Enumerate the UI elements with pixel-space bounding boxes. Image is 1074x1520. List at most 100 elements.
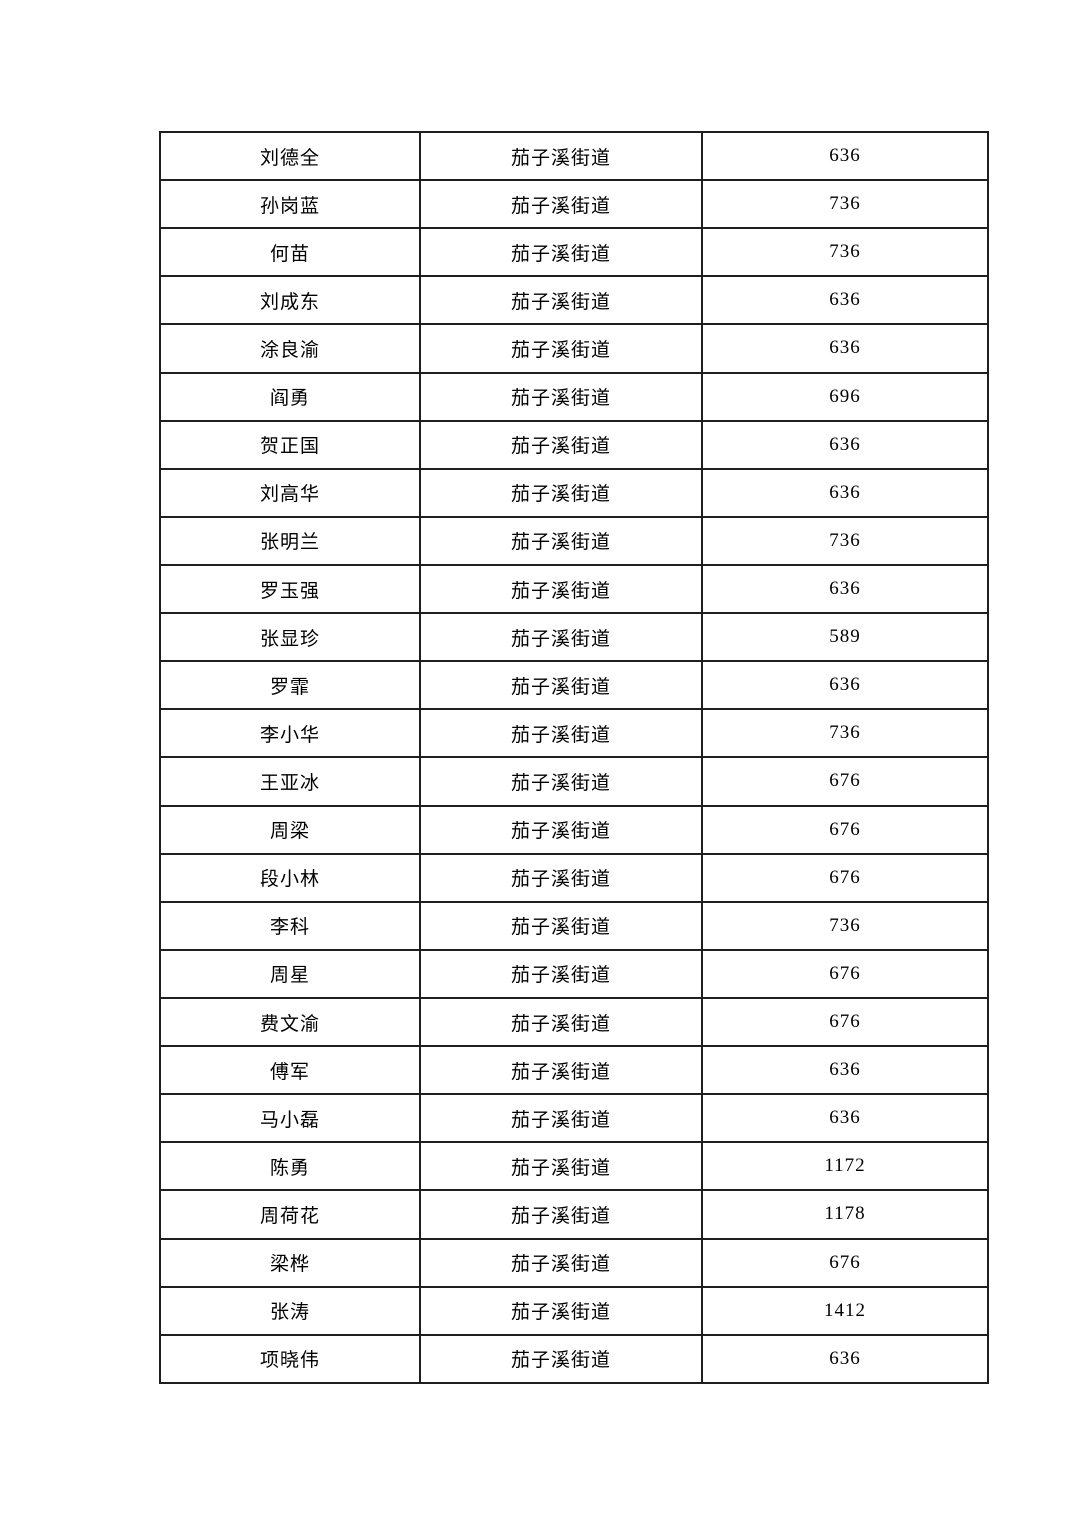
amount-cell: 676	[701, 852, 989, 903]
district-cell: 茄子溪街道	[419, 1285, 703, 1336]
district-cell: 茄子溪街道	[419, 708, 703, 759]
amount-cell: 736	[701, 708, 989, 759]
name-cell: 王亚冰	[159, 756, 421, 807]
district-cell: 茄子溪街道	[419, 948, 703, 999]
name-cell: 罗霏	[159, 660, 421, 711]
district-cell: 茄子溪街道	[419, 612, 703, 663]
amount-cell: 636	[701, 419, 989, 470]
amount-cell: 636	[701, 563, 989, 615]
district-cell: 茄子溪街道	[419, 660, 703, 711]
name-cell: 段小林	[159, 852, 421, 903]
name-cell: 费文渝	[159, 996, 421, 1048]
table-row: 陈勇 茄子溪街道 1172	[159, 1141, 989, 1192]
name-cell: 阎勇	[159, 371, 421, 422]
amount-cell: 636	[701, 1333, 989, 1385]
name-cell: 孙岗蓝	[159, 179, 421, 230]
district-cell: 茄子溪街道	[419, 900, 703, 951]
district-cell: 茄子溪街道	[419, 756, 703, 807]
district-cell: 茄子溪街道	[419, 1189, 703, 1240]
district-cell: 茄子溪街道	[419, 996, 703, 1048]
district-cell: 茄子溪街道	[419, 804, 703, 855]
table-row: 刘成东 茄子溪街道 636	[159, 275, 989, 326]
name-cell: 刘德全	[159, 130, 421, 182]
name-cell: 贺正国	[159, 419, 421, 470]
table-row: 孙岗蓝 茄子溪街道 736	[159, 179, 989, 230]
table-row: 周梁 茄子溪街道 676	[159, 804, 989, 855]
name-cell: 何苗	[159, 227, 421, 278]
amount-cell: 1178	[701, 1189, 989, 1240]
table-row: 罗玉强 茄子溪街道 636	[159, 563, 989, 615]
amount-cell: 589	[701, 612, 989, 663]
table-row: 周星 茄子溪街道 676	[159, 948, 989, 999]
name-cell: 涂良渝	[159, 323, 421, 374]
name-cell: 刘成东	[159, 275, 421, 326]
amount-cell: 736	[701, 515, 989, 566]
amount-cell: 636	[701, 467, 989, 518]
amount-cell: 676	[701, 1237, 989, 1288]
table-row: 马小磊 茄子溪街道 636	[159, 1093, 989, 1144]
table-row: 贺正国 茄子溪街道 636	[159, 419, 989, 470]
name-cell: 张显珍	[159, 612, 421, 663]
amount-cell: 636	[701, 323, 989, 374]
district-cell: 茄子溪街道	[419, 467, 703, 518]
name-cell: 刘高华	[159, 467, 421, 518]
table-row: 梁桦 茄子溪街道 676	[159, 1237, 989, 1288]
roster-table: 刘德全 茄子溪街道 636 孙岗蓝 茄子溪街道 736 何苗 茄子溪街道 736 刘成东 茄子溪街道…	[159, 130, 989, 1385]
name-cell: 罗玉强	[159, 563, 421, 615]
district-cell: 茄子溪街道	[419, 419, 703, 470]
table-row: 段小林 茄子溪街道 676	[159, 852, 989, 903]
table-row: 张显珍 茄子溪街道 589	[159, 612, 989, 663]
amount-cell: 676	[701, 804, 989, 855]
table-row: 张涛 茄子溪街道 1412	[159, 1285, 989, 1336]
district-cell: 茄子溪街道	[419, 1141, 703, 1192]
table-row: 费文渝 茄子溪街道 676	[159, 996, 989, 1048]
amount-cell: 736	[701, 227, 989, 278]
district-cell: 茄子溪街道	[419, 563, 703, 615]
amount-cell: 696	[701, 371, 989, 422]
table-row: 傅军 茄子溪街道 636	[159, 1045, 989, 1096]
name-cell: 周梁	[159, 804, 421, 855]
table-row: 涂良渝 茄子溪街道 636	[159, 323, 989, 374]
name-cell: 张明兰	[159, 515, 421, 566]
amount-cell: 1172	[701, 1141, 989, 1192]
name-cell: 梁桦	[159, 1237, 421, 1288]
amount-cell: 736	[701, 900, 989, 951]
table-row: 何苗 茄子溪街道 736	[159, 227, 989, 278]
name-cell: 周荷花	[159, 1189, 421, 1240]
table-row: 罗霏 茄子溪街道 636	[159, 660, 989, 711]
table-row: 王亚冰 茄子溪街道 676	[159, 756, 989, 807]
amount-cell: 676	[701, 948, 989, 999]
district-cell: 茄子溪街道	[419, 371, 703, 422]
name-cell: 李小华	[159, 708, 421, 759]
amount-cell: 676	[701, 996, 989, 1048]
district-cell: 茄子溪街道	[419, 130, 703, 182]
district-cell: 茄子溪街道	[419, 1237, 703, 1288]
district-cell: 茄子溪街道	[419, 275, 703, 326]
table-row: 张明兰 茄子溪街道 736	[159, 515, 989, 566]
amount-cell: 636	[701, 1093, 989, 1144]
table-row: 李科 茄子溪街道 736	[159, 900, 989, 951]
name-cell: 陈勇	[159, 1141, 421, 1192]
table-row: 李小华 茄子溪街道 736	[159, 708, 989, 759]
table-row: 周荷花 茄子溪街道 1178	[159, 1189, 989, 1240]
district-cell: 茄子溪街道	[419, 515, 703, 566]
district-cell: 茄子溪街道	[419, 1045, 703, 1096]
district-cell: 茄子溪街道	[419, 227, 703, 278]
name-cell: 项晓伟	[159, 1333, 421, 1385]
name-cell: 李科	[159, 900, 421, 951]
district-cell: 茄子溪街道	[419, 323, 703, 374]
name-cell: 张涛	[159, 1285, 421, 1336]
name-cell: 傅军	[159, 1045, 421, 1096]
table-row: 刘高华 茄子溪街道 636	[159, 467, 989, 518]
district-cell: 茄子溪街道	[419, 1333, 703, 1385]
district-cell: 茄子溪街道	[419, 179, 703, 230]
amount-cell: 636	[701, 130, 989, 182]
amount-cell: 636	[701, 660, 989, 711]
table-row: 刘德全 茄子溪街道 636	[159, 130, 989, 182]
amount-cell: 636	[701, 1045, 989, 1096]
table-row: 阎勇 茄子溪街道 696	[159, 371, 989, 422]
roster-table-body: 刘德全 茄子溪街道 636 孙岗蓝 茄子溪街道 736 何苗 茄子溪街道 736 刘成东 茄子溪街道…	[159, 130, 989, 1385]
name-cell: 马小磊	[159, 1093, 421, 1144]
amount-cell: 736	[701, 179, 989, 230]
